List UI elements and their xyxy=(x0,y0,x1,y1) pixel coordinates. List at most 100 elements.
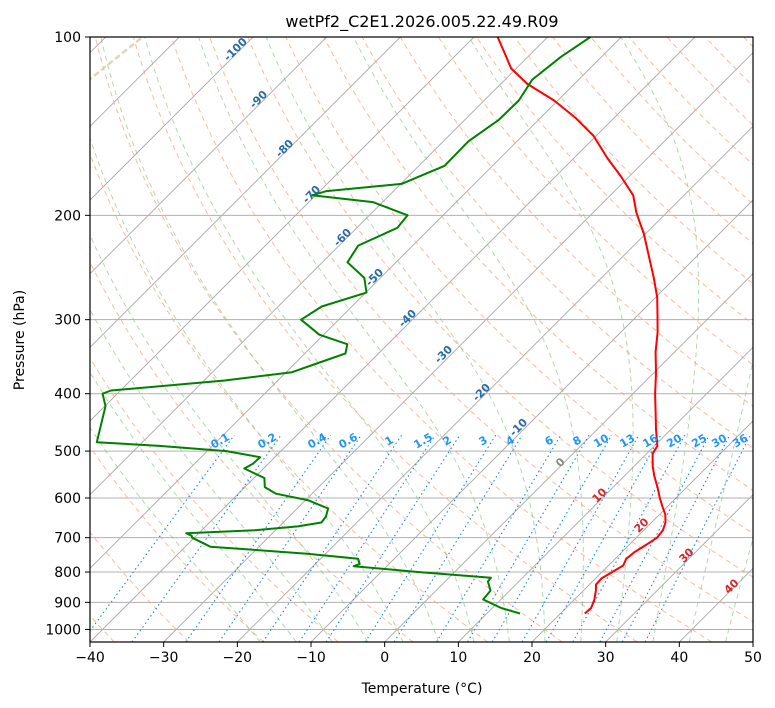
mixing-ratio-line-6 xyxy=(325,434,461,642)
dry-adiabat-190 xyxy=(743,37,753,48)
dry-adiabat-label-6: -40 xyxy=(396,307,419,330)
data-series xyxy=(95,37,667,615)
mixing-ratio-line-9 xyxy=(435,434,562,642)
dry-adiabat-90 xyxy=(361,37,753,449)
y-tick-label: 600 xyxy=(54,491,81,507)
isotherm-10 xyxy=(457,346,753,642)
isotherm-30 xyxy=(605,493,753,642)
mixing-ratio-label-7: 3 xyxy=(477,433,490,448)
dry-adiabat-20 xyxy=(94,37,563,642)
dry-adiabat-40 xyxy=(171,37,712,642)
dry-adiabat-label-1: -90 xyxy=(247,88,270,111)
isotherm--40 xyxy=(90,37,696,642)
isotherm--100 xyxy=(90,37,254,201)
x-tick-label: −30 xyxy=(149,650,179,666)
dry-adiabat-80 xyxy=(323,37,753,491)
moist-adiabat-label-2: 20 xyxy=(632,515,652,535)
x-tick-label: 20 xyxy=(523,650,541,666)
dry-adiabat-70 xyxy=(285,37,753,535)
isotherm-20 xyxy=(531,420,753,642)
x-tick-label: 40 xyxy=(670,650,688,666)
dry-adiabat-label-3: -70 xyxy=(300,183,323,206)
y-axis-label: Pressure (hPa) xyxy=(12,290,28,390)
y-tick-label: 500 xyxy=(54,444,81,460)
mixing-ratio-line-4 xyxy=(262,434,403,642)
y-tick-label: 200 xyxy=(54,208,81,224)
mixing-ratio-line-15 xyxy=(599,434,710,642)
mixing-ratio-line-12 xyxy=(521,434,640,642)
dry-adiabat-30 xyxy=(132,37,638,642)
dry-adiabat-label-4: -60 xyxy=(331,226,354,249)
dry-adiabat-100 xyxy=(399,37,753,407)
y-tick-label: 800 xyxy=(54,565,81,581)
mixing-ratio-line-1 xyxy=(131,434,282,642)
mixing-ratio-line-7 xyxy=(364,434,497,642)
dry-adiabat-60 xyxy=(247,37,753,578)
temperature-profile xyxy=(496,37,667,615)
isotherm--70 xyxy=(90,37,475,422)
dry-adiabat-label-2: -80 xyxy=(273,137,296,160)
dewpoint-profile xyxy=(95,37,591,615)
isotherm-0 xyxy=(384,272,753,642)
moist-adiabat-label-3: 30 xyxy=(677,545,697,565)
moist-adiabat--20 xyxy=(90,426,261,642)
moist-adiabat-5 xyxy=(100,37,439,642)
isotherm--50 xyxy=(90,37,622,570)
x-tick-label: 10 xyxy=(449,650,467,666)
mixing-ratio-label-10: 8 xyxy=(571,433,584,448)
mixing-ratio-label-11: 10 xyxy=(591,431,611,450)
mixing-ratio-label-4: 1 xyxy=(383,433,396,448)
dry-adiabat-label-8: -20 xyxy=(470,381,493,404)
mixing-ratio-label-9: 6 xyxy=(543,433,556,448)
isotherm--90 xyxy=(90,37,328,275)
x-tick-label: −10 xyxy=(296,650,326,666)
dry-adiabat-110 xyxy=(437,37,753,366)
x-tick-label: 30 xyxy=(597,650,615,666)
x-tick-label: 50 xyxy=(744,650,762,666)
moist-adiabat--15 xyxy=(90,371,297,642)
y-tick-label: 700 xyxy=(54,531,81,547)
moist-adiabat-label-0: 0 xyxy=(553,455,568,470)
moist-adiabat-25 xyxy=(353,37,584,642)
background-lines xyxy=(90,37,753,642)
mixing-ratio-label-12: 13 xyxy=(617,432,637,451)
dry-adiabat-130 xyxy=(514,37,753,285)
dry-adiabat-120 xyxy=(476,37,753,325)
moist-adiabat-label-1: 10 xyxy=(590,485,610,505)
y-tick-label: 1000 xyxy=(45,622,81,638)
moist-adiabat-20 xyxy=(265,37,546,642)
mixing-ratio-line-0 xyxy=(90,434,235,632)
mixing-ratio-label-2: 0.4 xyxy=(306,430,330,451)
plot-frame xyxy=(89,36,754,643)
y-tick-label: 400 xyxy=(54,387,81,403)
x-tick-label: −40 xyxy=(75,650,105,666)
mixing-ratio-line-13 xyxy=(545,434,662,642)
mixing-ratio-label-14: 20 xyxy=(664,431,684,450)
x-tick-label: −20 xyxy=(223,650,253,666)
isotherm--30 xyxy=(163,51,753,642)
isotherm--20 xyxy=(236,125,753,642)
moist-adiabat-45 xyxy=(725,536,753,642)
dry-adiabat-50 xyxy=(209,37,753,623)
axes: −40 −30 −20 −10 0 10 20 30 40 5010020030040050060… xyxy=(45,30,762,666)
dry-adiabat-label-0: -100 xyxy=(221,35,250,64)
y-tick-label: 900 xyxy=(54,595,81,611)
moist-adiabat-0 xyxy=(90,136,404,642)
mixing-ratio-line-17 xyxy=(644,434,751,642)
x-axis-label: Temperature (°C) xyxy=(361,681,483,697)
mixing-ratio-line-14 xyxy=(572,434,686,642)
moist-adiabat-30 xyxy=(468,37,634,642)
moist-adiabat-10 xyxy=(144,37,475,642)
mixing-ratio-line-10 xyxy=(467,434,590,642)
isopleth-labels: -100-90-80-70-60-50-40-30-20-100.1 0.2 0.4… xyxy=(209,35,751,597)
dry-adiabat--10 xyxy=(90,356,339,642)
y-tick-label: 100 xyxy=(54,30,81,46)
y-tick-label: 300 xyxy=(54,313,81,329)
mixing-ratio-line-2 xyxy=(185,434,332,642)
mixing-ratio-line-3 xyxy=(218,434,362,642)
mixing-ratio-line-5 xyxy=(298,434,436,642)
mixing-ratio-line-16 xyxy=(621,434,731,642)
isotherm--80 xyxy=(90,37,401,349)
